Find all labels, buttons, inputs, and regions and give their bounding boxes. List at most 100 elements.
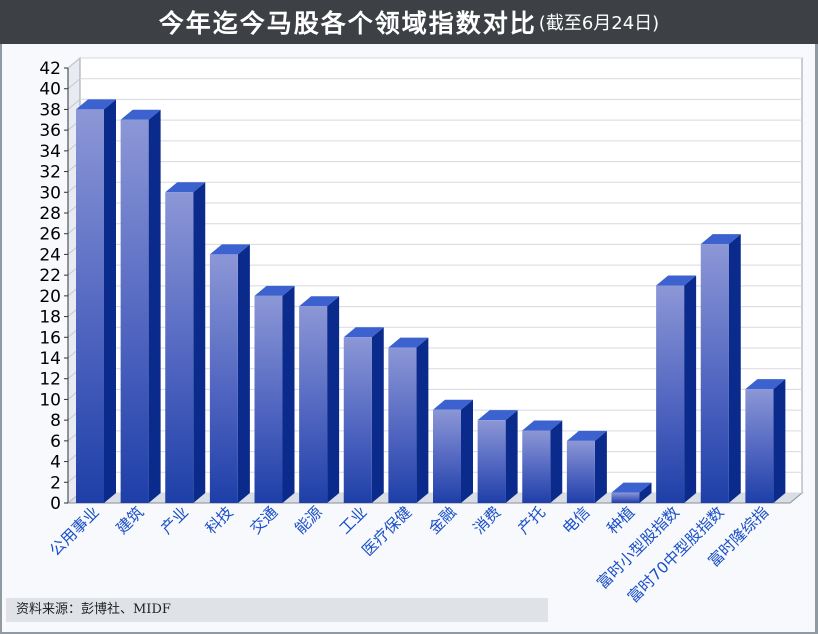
x-category-label: 能源 bbox=[291, 503, 326, 538]
bar bbox=[254, 285, 295, 503]
bar-front bbox=[209, 254, 238, 503]
bar bbox=[433, 399, 473, 503]
chart-title: 今年迄今马股各个领域指数对比 bbox=[158, 9, 537, 38]
y-tick-label: 24 bbox=[39, 245, 61, 265]
y-tick-label: 40 bbox=[39, 80, 61, 100]
bar-front bbox=[388, 347, 417, 503]
y-tick-label: 34 bbox=[39, 142, 61, 162]
chart-subtitle: (截至6月24日) bbox=[538, 13, 660, 34]
x-category-label: 交通 bbox=[247, 503, 282, 538]
y-tick-label: 30 bbox=[39, 183, 61, 203]
bar-top bbox=[745, 379, 786, 390]
bar-side bbox=[594, 430, 607, 503]
bar-top bbox=[120, 109, 161, 120]
y-tick-label: 4 bbox=[50, 453, 61, 473]
bar-top bbox=[76, 99, 116, 110]
y-tick-label: 32 bbox=[39, 163, 61, 183]
bar-top bbox=[477, 410, 518, 421]
y-tick-label: 10 bbox=[39, 390, 61, 410]
y-tick-label: 36 bbox=[39, 121, 61, 141]
bar-front bbox=[76, 109, 104, 503]
bar-side bbox=[773, 379, 786, 503]
bar-side bbox=[639, 482, 652, 503]
y-tick-label: 8 bbox=[50, 411, 61, 431]
x-category-label: 电信 bbox=[559, 503, 594, 538]
y-tick-label: 0 bbox=[50, 494, 61, 514]
bar-side bbox=[416, 337, 429, 503]
bar-front bbox=[120, 119, 149, 504]
grid-line-side bbox=[67, 57, 81, 69]
bar bbox=[343, 327, 384, 503]
bar-top bbox=[611, 482, 652, 493]
bar bbox=[745, 379, 786, 503]
y-tick-label: 28 bbox=[39, 204, 61, 224]
bar-top bbox=[656, 275, 697, 286]
bar-front bbox=[165, 192, 194, 504]
bar-front bbox=[522, 430, 551, 503]
bar bbox=[700, 234, 741, 504]
x-category-label: 建筑 bbox=[113, 503, 148, 538]
y-tick-label: 38 bbox=[39, 100, 61, 120]
bar-front bbox=[477, 420, 506, 503]
bar bbox=[656, 275, 697, 503]
bar-top bbox=[254, 285, 295, 296]
bar-front bbox=[656, 285, 685, 503]
grid-line-side bbox=[67, 99, 81, 110]
bar-top bbox=[433, 399, 473, 410]
bar-front bbox=[254, 295, 283, 503]
bar bbox=[522, 420, 563, 503]
bar-front bbox=[745, 389, 774, 503]
bar-top bbox=[209, 244, 250, 255]
x-category-label: 医疗保健 bbox=[359, 503, 416, 560]
bar-side bbox=[505, 410, 518, 503]
y-tick-label: 14 bbox=[39, 349, 61, 369]
bar-top bbox=[343, 327, 384, 338]
bar-top bbox=[566, 430, 607, 441]
bar-front bbox=[566, 440, 595, 503]
y-tick-label: 6 bbox=[50, 432, 61, 452]
bar-top bbox=[165, 182, 206, 193]
bar bbox=[388, 337, 429, 503]
bar-side bbox=[371, 327, 384, 503]
bar-side bbox=[104, 99, 116, 503]
bar-top bbox=[522, 420, 563, 431]
bar bbox=[165, 182, 206, 504]
bar-side bbox=[237, 244, 250, 503]
y-tick-label: 26 bbox=[39, 225, 61, 245]
bar bbox=[566, 430, 607, 503]
x-category-label: 产业 bbox=[157, 503, 192, 538]
bar-front bbox=[299, 306, 328, 503]
x-category-label: 产托 bbox=[514, 503, 549, 538]
bar-front bbox=[343, 337, 372, 503]
y-tick-label: 2 bbox=[50, 473, 61, 493]
x-category-label: 金融 bbox=[425, 503, 460, 538]
y-tick-label: 12 bbox=[39, 370, 61, 390]
bar bbox=[120, 109, 161, 504]
bar-side bbox=[684, 275, 697, 503]
bar-side bbox=[728, 234, 741, 504]
source-note: 资料来源：彭博社、MIDF bbox=[6, 598, 548, 622]
bar-side bbox=[550, 420, 563, 503]
bar-side bbox=[193, 182, 206, 504]
bar-front bbox=[611, 492, 640, 503]
bar bbox=[76, 99, 116, 503]
bar bbox=[611, 482, 652, 503]
y-tick-label: 42 bbox=[39, 59, 61, 79]
bar-side bbox=[282, 285, 295, 503]
bar-top bbox=[299, 296, 340, 307]
y-tick-label: 18 bbox=[39, 308, 61, 328]
bar-side bbox=[327, 296, 340, 503]
bar-side bbox=[148, 109, 161, 504]
bar-top bbox=[700, 234, 741, 245]
grid-line-side bbox=[67, 78, 81, 90]
x-category-label: 种植 bbox=[604, 503, 639, 538]
bar-front bbox=[433, 409, 461, 503]
x-category-label: 工业 bbox=[336, 503, 371, 538]
bar bbox=[299, 296, 340, 503]
y-tick-label: 20 bbox=[39, 287, 61, 307]
y-tick-label: 22 bbox=[39, 266, 61, 286]
bar-top bbox=[388, 337, 429, 348]
chart-header: 今年迄今马股各个领域指数对比 (截至6月24日) bbox=[0, 0, 818, 44]
bar-front bbox=[700, 244, 729, 504]
